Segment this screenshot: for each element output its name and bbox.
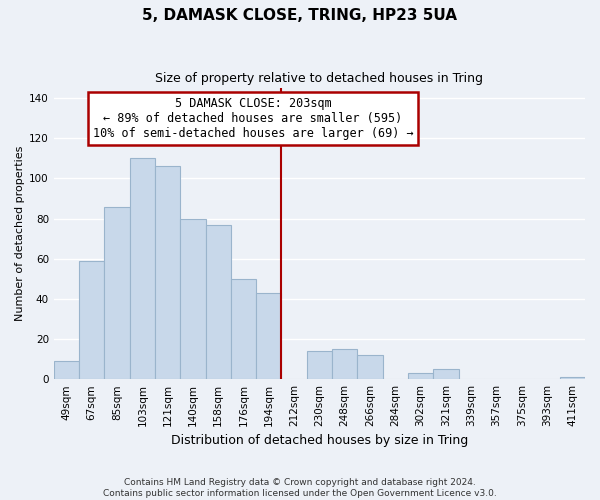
Text: 5 DAMASK CLOSE: 203sqm
← 89% of detached houses are smaller (595)
10% of semi-de: 5 DAMASK CLOSE: 203sqm ← 89% of detached…: [92, 97, 413, 140]
Bar: [104, 206, 130, 379]
Title: Size of property relative to detached houses in Tring: Size of property relative to detached ho…: [155, 72, 484, 86]
Bar: [307, 351, 332, 379]
X-axis label: Distribution of detached houses by size in Tring: Distribution of detached houses by size …: [171, 434, 468, 448]
Bar: [79, 260, 104, 379]
Bar: [256, 293, 281, 379]
Bar: [155, 166, 180, 379]
Text: 5, DAMASK CLOSE, TRING, HP23 5UA: 5, DAMASK CLOSE, TRING, HP23 5UA: [143, 8, 458, 22]
Bar: [180, 218, 206, 379]
Bar: [54, 361, 79, 379]
Bar: [358, 355, 383, 379]
Bar: [408, 373, 433, 379]
Bar: [231, 279, 256, 379]
Bar: [130, 158, 155, 379]
Bar: [206, 224, 231, 379]
Bar: [332, 349, 358, 379]
Text: Contains HM Land Registry data © Crown copyright and database right 2024.
Contai: Contains HM Land Registry data © Crown c…: [103, 478, 497, 498]
Bar: [433, 369, 458, 379]
Y-axis label: Number of detached properties: Number of detached properties: [15, 146, 25, 322]
Bar: [560, 377, 585, 379]
